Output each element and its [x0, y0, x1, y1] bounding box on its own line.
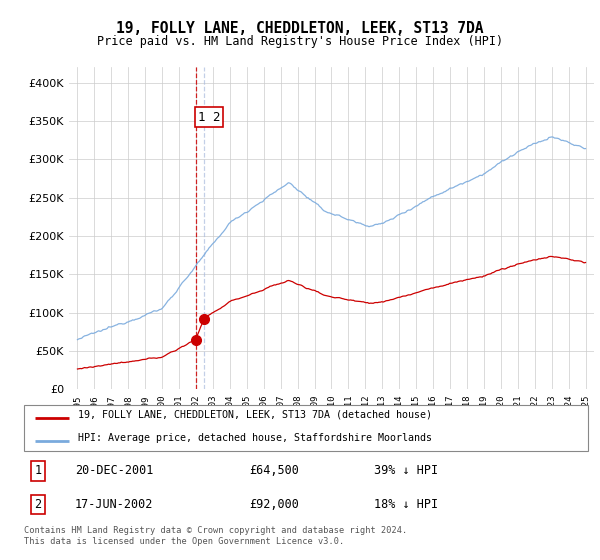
Text: Price paid vs. HM Land Registry's House Price Index (HPI): Price paid vs. HM Land Registry's House … [97, 35, 503, 48]
Text: 1: 1 [35, 464, 41, 477]
Text: 18% ↓ HPI: 18% ↓ HPI [374, 498, 438, 511]
Text: This data is licensed under the Open Government Licence v3.0.: This data is licensed under the Open Gov… [24, 538, 344, 547]
Text: 19, FOLLY LANE, CHEDDLETON, LEEK, ST13 7DA: 19, FOLLY LANE, CHEDDLETON, LEEK, ST13 7… [116, 21, 484, 36]
Text: 20-DEC-2001: 20-DEC-2001 [75, 464, 153, 477]
Text: 17-JUN-2002: 17-JUN-2002 [75, 498, 153, 511]
Text: £64,500: £64,500 [250, 464, 299, 477]
Text: £92,000: £92,000 [250, 498, 299, 511]
Text: 19, FOLLY LANE, CHEDDLETON, LEEK, ST13 7DA (detached house): 19, FOLLY LANE, CHEDDLETON, LEEK, ST13 7… [77, 409, 431, 419]
Text: HPI: Average price, detached house, Staffordshire Moorlands: HPI: Average price, detached house, Staf… [77, 432, 431, 442]
Text: 1 2: 1 2 [198, 110, 220, 124]
Text: Contains HM Land Registry data © Crown copyright and database right 2024.: Contains HM Land Registry data © Crown c… [24, 526, 407, 535]
Text: 2: 2 [35, 498, 41, 511]
Text: 39% ↓ HPI: 39% ↓ HPI [374, 464, 438, 477]
